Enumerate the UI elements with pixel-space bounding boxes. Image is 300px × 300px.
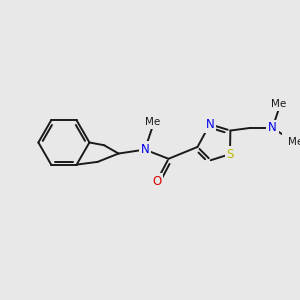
Text: N: N [206, 118, 214, 131]
Text: N: N [268, 122, 277, 134]
Text: Me: Me [145, 117, 160, 127]
Text: Me: Me [288, 137, 300, 147]
Text: Me: Me [272, 99, 287, 110]
Text: O: O [152, 175, 161, 188]
Text: S: S [226, 148, 234, 161]
Text: N: N [140, 143, 149, 156]
